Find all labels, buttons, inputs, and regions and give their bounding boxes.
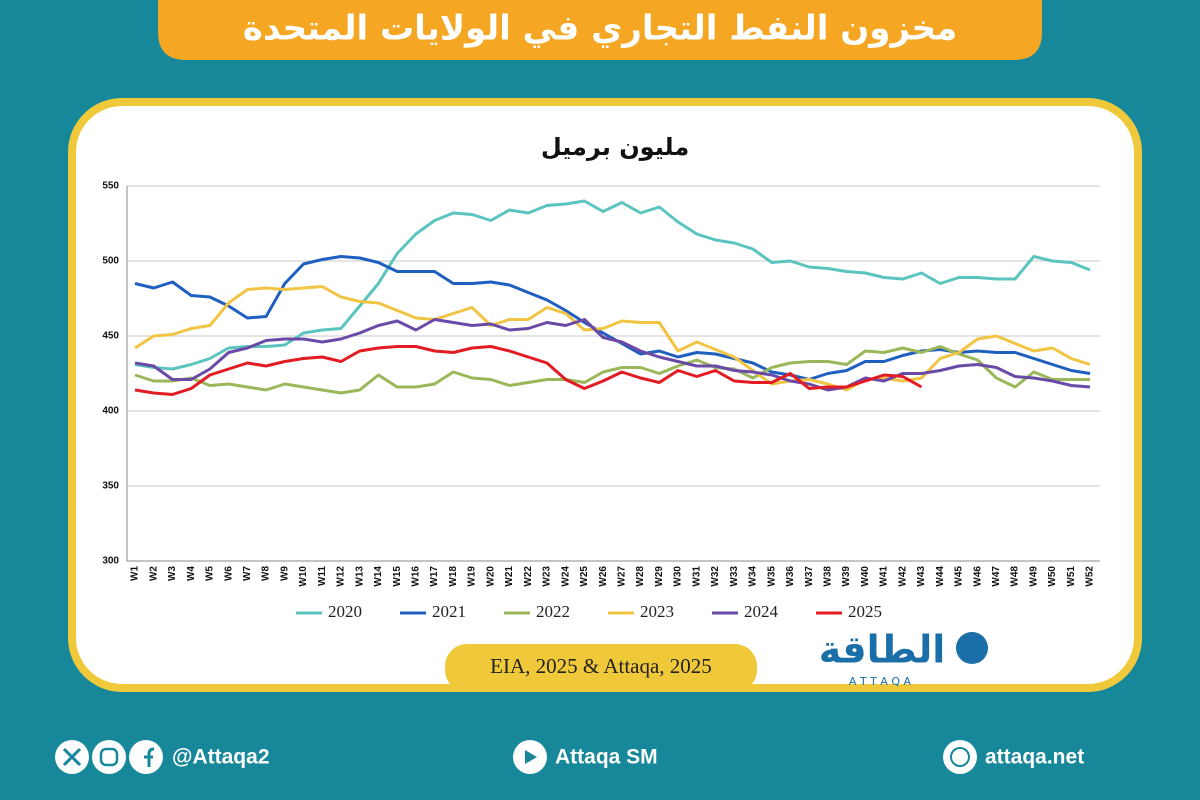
x-tick-label: W47 <box>991 566 1002 587</box>
x-tick-label: W48 <box>1010 566 1021 587</box>
x-tick-label: W29 <box>654 566 665 587</box>
y-tick-label: 400 <box>102 406 119 417</box>
y-tick-label: 550 <box>102 181 119 192</box>
x-tick-label: W2 <box>148 566 159 581</box>
x-tick-label: W44 <box>935 566 946 587</box>
x-tick-label: W18 <box>448 566 459 587</box>
x-tick-label: W50 <box>1047 566 1058 587</box>
x-tick-label: W6 <box>223 566 234 581</box>
icon-glyph <box>99 747 119 767</box>
x-tick-label: W42 <box>897 566 908 587</box>
x-tick-label: W35 <box>766 566 777 587</box>
x-tick-label: W22 <box>523 566 534 587</box>
x-tick-label: W5 <box>205 566 216 581</box>
x-tick-label: W37 <box>804 566 815 587</box>
footer-youtube: Attaqa SM <box>555 746 658 769</box>
x-tick-label: W30 <box>673 566 684 587</box>
x-tick-label: W17 <box>429 566 440 587</box>
x-tick-label: W41 <box>879 566 890 587</box>
x-tick-label: W28 <box>635 566 646 587</box>
legend-label: 2021 <box>432 602 466 621</box>
x-tick-label: W11 <box>317 566 328 586</box>
legend-label: 2024 <box>744 602 779 621</box>
source-box <box>445 644 757 692</box>
x-tick-label: W27 <box>617 566 628 587</box>
logo-tagline: A T T A Q A <box>849 675 912 688</box>
x-tick-label: W43 <box>916 566 927 587</box>
x-tick-label: W1 <box>130 566 141 581</box>
x-tick-label: W4 <box>186 566 197 581</box>
x-tick-label: W25 <box>579 566 590 587</box>
x-tick-label: W15 <box>392 566 403 587</box>
footer-handle: @Attaqa2 <box>172 746 270 769</box>
icon-glyph <box>62 747 82 767</box>
x-tick-label: W39 <box>841 566 852 587</box>
x-tick-label: W40 <box>860 566 871 587</box>
icon-instagram <box>92 740 126 774</box>
x-tick-label: W10 <box>298 566 309 587</box>
x-tick-label: W45 <box>954 566 965 587</box>
subtitle: مليون برميل <box>541 133 689 161</box>
x-tick-label: W51 <box>1066 566 1077 587</box>
x-tick-label: W19 <box>467 566 478 587</box>
x-tick-label: W3 <box>167 566 178 581</box>
x-tick-label: W13 <box>354 566 365 587</box>
legend-label: 2022 <box>536 602 570 621</box>
series-line <box>134 318 1091 392</box>
footer-website: attaqa.net <box>985 746 1084 769</box>
series-line <box>134 345 923 396</box>
icon-glyph <box>144 747 155 767</box>
y-tick-label: 300 <box>102 556 119 567</box>
legend-label: 2023 <box>640 602 674 621</box>
social-icons <box>55 740 977 774</box>
title-banner <box>158 0 1042 60</box>
title: مخزون النفط التجاري في الولايات المتحدة <box>243 9 957 49</box>
x-tick-label: W8 <box>261 566 272 581</box>
plot: 300 350 400 450 500 550 W1 W2 W3 W4 W5 W6 W7 W8 W9 W10 W… <box>102 181 1100 621</box>
series-line <box>134 285 1091 392</box>
x-tick-label: W38 <box>822 566 833 587</box>
x-tick-label: W46 <box>972 566 983 587</box>
y-tick-label: 450 <box>102 331 119 342</box>
card <box>68 98 1142 692</box>
x-tick-label: W34 <box>748 566 759 587</box>
x-tick-label: W24 <box>560 566 571 587</box>
x-tick-label: W26 <box>598 566 609 587</box>
y-tick-label: 500 <box>102 256 119 267</box>
x-tick-label: W31 <box>691 566 702 587</box>
x-tick-label: W36 <box>785 566 796 587</box>
x-tick-label: W14 <box>373 566 384 587</box>
y-tick-label: 350 <box>102 481 119 492</box>
x-tick-label: W49 <box>1028 566 1039 587</box>
x-tick-label: W20 <box>485 566 496 587</box>
series-line <box>134 345 1090 395</box>
icon-glyph <box>950 747 970 767</box>
x-tick-label: W9 <box>279 566 290 581</box>
x-tick-label: W52 <box>1085 566 1096 587</box>
x-tick-label: W7 <box>242 566 253 581</box>
icon-glyph <box>525 750 537 764</box>
x-tick-label: W23 <box>542 566 553 587</box>
x-tick-label: W12 <box>336 566 347 587</box>
x-tick-label: W21 <box>504 566 515 587</box>
source: EIA, 2025 & Attaqa, 2025 <box>490 654 712 678</box>
legend-label: 2025 <box>848 602 882 621</box>
x-tick-label: W32 <box>710 566 721 587</box>
legend-label: 2020 <box>328 602 362 621</box>
icon-web <box>943 740 977 774</box>
logo-name: الطاقة <box>819 628 946 672</box>
x-tick-label: W16 <box>411 566 422 587</box>
logo-icon <box>956 632 988 664</box>
x-tick-label: W33 <box>729 566 740 587</box>
